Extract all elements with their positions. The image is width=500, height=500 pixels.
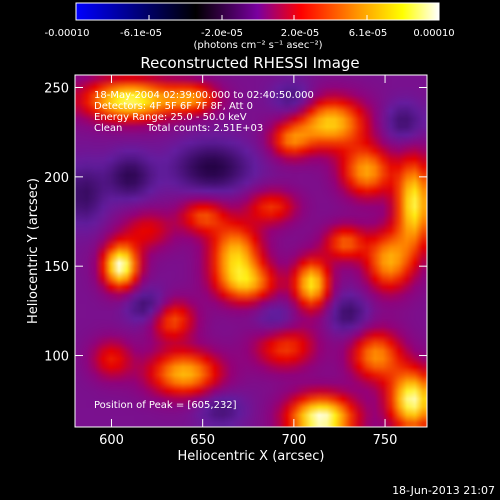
colorbar-strip (75, 2, 440, 21)
x-tick-labels: 600 650 700 750 (99, 433, 397, 448)
footer-timestamp: 18-Jun-2013 21:07 (392, 484, 495, 497)
plot-area (74, 74, 428, 428)
axis-ticks (75, 75, 427, 427)
y-tick-label: 200 (44, 171, 69, 186)
annotation-total-counts: Total counts: 2.51E+03 (146, 123, 263, 134)
colorbar-tick-label: 0.00010 (413, 28, 454, 39)
annotation-method: Clean (94, 123, 122, 134)
colorbar-tick-label: 6.1e-05 (349, 28, 387, 39)
colorbar: -0.00010 -6.1e-05 -2.0e-05 2.0e-05 6.1e-… (45, 2, 455, 51)
annotation-block: 18-May-2004 02:39:00.000 to 02:40:50.000… (94, 90, 314, 134)
colorbar-tick-label: -6.1e-05 (120, 28, 162, 39)
colorbar-tick-label: -0.00010 (45, 28, 90, 39)
chart-title: Reconstructed RHESSI Image (140, 54, 359, 72)
y-tick-label: 150 (44, 260, 69, 275)
x-tick-label: 650 (190, 433, 215, 448)
x-tick-label: 700 (281, 433, 306, 448)
annotation-time-range: 18-May-2004 02:39:00.000 to 02:40:50.000 (94, 90, 314, 101)
x-tick-label: 600 (99, 433, 124, 448)
x-tick-label: 750 (373, 433, 398, 448)
heatmap-image (75, 75, 427, 427)
colorbar-tick-label: 2.0e-05 (281, 28, 319, 39)
y-tick-label: 250 (44, 82, 69, 97)
y-axis-label: Heliocentric Y (arcsec) (26, 178, 41, 324)
peak-position-label: Position of Peak = [605,232] (94, 400, 237, 411)
colorbar-tick-label: -2.0e-05 (201, 28, 243, 39)
annotation-energy-range: Energy Range: 25.0 - 50.0 keV (94, 112, 247, 123)
plot-frame (74, 74, 428, 428)
colorbar-ticks (75, 15, 440, 20)
x-axis-label: Heliocentric X (arcsec) (178, 449, 325, 464)
y-tick-label: 100 (44, 350, 69, 365)
annotation-detectors: Detectors: 4F 5F 6F 7F 8F, Att 0 (94, 101, 253, 112)
colorbar-unit-label: (photons cm⁻² s⁻¹ asec⁻²) (193, 40, 322, 51)
y-tick-labels: 100 150 200 250 (44, 82, 69, 365)
